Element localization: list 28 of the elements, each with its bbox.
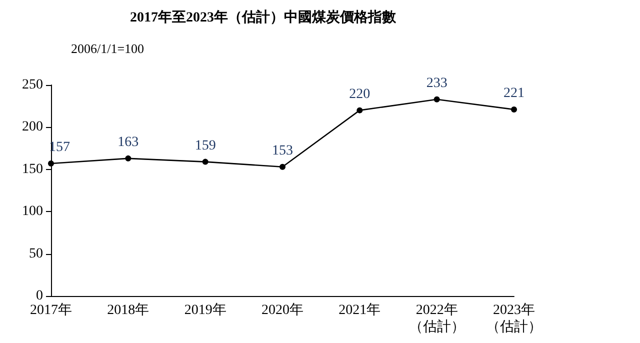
data-label: 220 [349,86,370,102]
x-tick-label: 2020年 [262,302,304,318]
y-tick-label: 100 [22,204,43,220]
y-tick-label: 250 [22,78,43,92]
y-tick-label: 0 [36,288,43,304]
point [125,155,132,162]
x-tick-label: 2017年 [30,302,72,318]
data-label: 233 [426,76,448,91]
x-tick-label: 2018年 [107,302,150,318]
data-label: 163 [118,134,139,150]
point [202,158,208,165]
point [511,106,517,112]
chart-title: 2017年至2023年（估計）中國煤炭價格指數 [130,10,397,26]
x-tick-label: 2019年 [184,302,226,318]
y-tick-label: 50 [29,246,43,262]
x-tick-label: 2023年（估計） [486,302,542,335]
point [280,164,286,170]
data-label: 221 [504,86,524,101]
data-label: 159 [194,138,216,154]
point [356,107,363,114]
point [48,160,54,166]
x-tick-label: 2021年 [338,302,381,318]
data-label: 153 [272,143,293,158]
y-axis-title: 2006/1/1=100 [71,41,144,56]
point [434,96,440,102]
x-tick-label: 2022年（估計） [408,302,465,335]
y-tick-label: 200 [22,120,43,135]
y-tick-label: 150 [22,162,43,177]
